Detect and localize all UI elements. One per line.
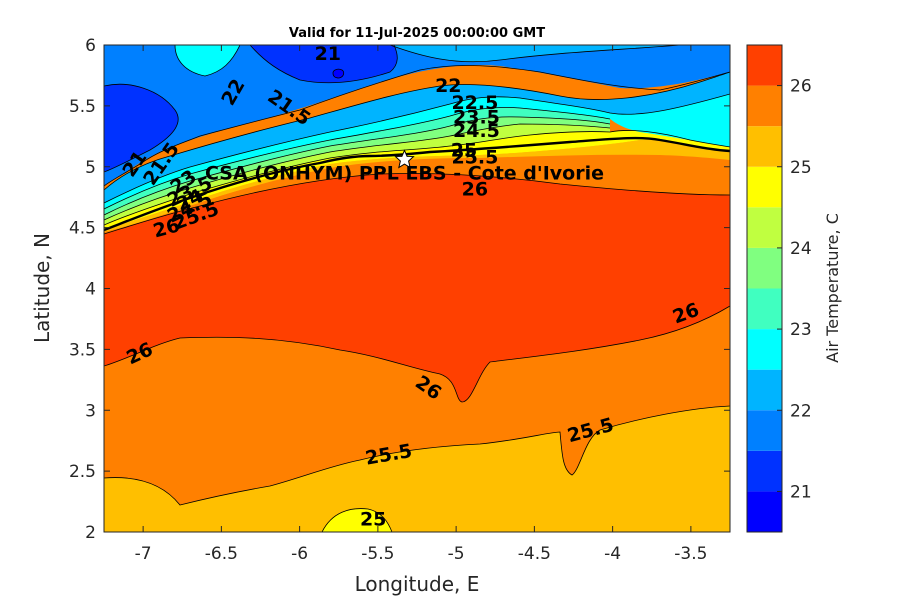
colorbar-tick-label: 24 [790,239,812,259]
contour-band-22.5-23 [104,94,730,209]
x-tick-label: -5.5 [361,544,394,564]
colorbar-swatch [747,166,782,208]
colorbar-tick-label: 25 [790,158,812,178]
x-tick-label: -3.5 [674,544,707,564]
contour-band-21-21.5 [104,45,398,172]
x-tick-label: -5 [448,544,465,564]
y-tick-label: 4 [85,280,96,300]
x-tick-label: -4.5 [518,544,551,564]
contour-band-26-26.5 [104,167,730,402]
y-axis: 22.533.544.555.56 [69,36,730,543]
contour-label: 22.5 [451,92,498,114]
y-tick-label: 3 [85,401,96,421]
contour-label: 23.5 [453,107,500,129]
colorbar-swatch [747,410,782,451]
contour-band-25.5-26-north [104,154,730,234]
y-tick-label: 2 [85,523,96,543]
map-title: Valid for 11-Jul-2025 00:00:00 GMT [289,26,545,41]
x-tick-label: -7 [135,544,152,564]
y-tick-label: 5.5 [69,97,96,117]
contour-band-25-25.5-south [104,406,730,532]
station: CSA (ONHYM) PPL EBS - Cote d'Ivorie [205,149,604,184]
colorbar-tick-label: 23 [790,320,812,340]
contour-label: 25.5 [451,147,498,169]
y-tick-label: 2.5 [69,462,96,482]
contour-band-20.5-21 [333,69,344,78]
colorbar-swatch [747,45,782,86]
contour-lines [104,45,730,532]
contour-band-22-22.5 [104,72,730,203]
colorbar-swatch [747,369,782,411]
y-tick-label: 3.5 [69,340,96,360]
x-tick-label: -6.5 [205,544,238,564]
contour-label: 25 [451,139,477,161]
colorbar-swatch [747,85,782,127]
y-tick-label: 5 [85,158,96,178]
x-axis-label: Longitude, E [355,572,480,596]
contour-band-25-25.5-north [104,139,730,232]
colorbar-swatch [747,329,782,370]
colorbar-swatch [747,288,782,330]
y-axis-label: Latitude, N [30,233,54,343]
x-axis: -7 -6.5 -6 -5.5 -5 -4.5 -4 -3.5 [135,45,707,564]
y-tick-label: 6 [85,36,96,56]
colorbar-label: Air Temperature, C [823,213,842,363]
colorbar-swatch [747,207,782,248]
x-tick-label: -6 [291,544,308,564]
contour-label: 24.5 [453,120,500,142]
colorbar-frame [746,44,783,533]
station-label: CSA (ONHYM) PPL EBS - Cote d'Ivorie [205,162,604,184]
contour-label: 25 [360,508,386,530]
x-tick-label: -4 [604,544,621,564]
y-tick-label: 4.5 [69,219,96,239]
colorbar-tick-label: 21 [790,482,812,502]
colorbar-swatch [747,247,782,289]
colorbar-swatch [747,450,782,492]
colorbar-swatch [747,126,782,167]
contour-label: 22 [435,75,461,97]
colorbar: 21 22 23 24 25 26 [746,44,812,533]
contour-band-22-22.5-north [104,45,680,62]
contour-band-24.5-25 [322,508,392,532]
colorbar-swatch [747,491,782,532]
colorbar-tick-label: 22 [790,401,812,421]
contour-band-22.5-23-north [175,45,240,76]
contour-label: 21 [315,43,341,65]
contour-band-21.5-22 [104,45,730,186]
contour-label: 26 [462,178,488,200]
colorbar-tick-label: 26 [790,77,812,97]
